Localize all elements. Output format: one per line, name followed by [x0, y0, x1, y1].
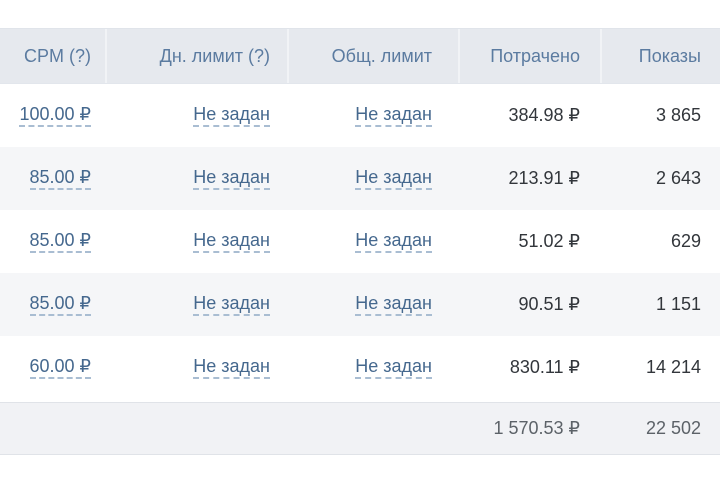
header-cell-total-limit: Общ. лимит [287, 29, 458, 83]
totals-spacer [105, 403, 287, 454]
table-row: 85.00 ₽ Не задан Не задан 51.02 ₽ 629 [0, 210, 720, 273]
daily-limit-link[interactable]: Не задан [193, 230, 270, 254]
total-spent-value: 1 570.53 ₽ [493, 418, 580, 438]
impressions-value: 2 643 [655, 168, 701, 188]
table-row: 85.00 ₽ Не задан Не задан 213.91 ₽ 2 643 [0, 147, 720, 210]
total-limit-link[interactable]: Не задан [355, 230, 432, 254]
daily-limit-link[interactable]: Не задан [193, 293, 270, 317]
header-cell-cpm[interactable]: CPM (?) [24, 45, 91, 66]
total-impressions-value: 22 502 [645, 418, 701, 438]
totals-row: 1 570.53 ₽ 22 502 [0, 402, 720, 455]
impressions-value: 1 151 [655, 294, 701, 314]
table-row: 60.00 ₽ Не задан Не задан 830.11 ₽ 14 21… [0, 336, 720, 399]
impressions-value: 3 865 [655, 105, 701, 125]
cpm-value-link[interactable]: 85.00 ₽ [29, 293, 91, 317]
total-limit-link[interactable]: Не задан [355, 356, 432, 380]
header-cell-daily-limit[interactable]: Дн. лимит (?) [105, 29, 287, 83]
table-row: 85.00 ₽ Не задан Не задан 90.51 ₽ 1 151 [0, 273, 720, 336]
daily-limit-link[interactable]: Не задан [193, 104, 270, 128]
total-limit-link[interactable]: Не задан [355, 167, 432, 191]
spent-value: 90.51 ₽ [518, 294, 581, 314]
daily-limit-link[interactable]: Не задан [193, 167, 270, 191]
spent-value: 830.11 ₽ [509, 357, 580, 377]
cpm-value-link[interactable]: 85.00 ₽ [29, 230, 91, 254]
totals-spacer [287, 403, 458, 454]
cpm-value-link[interactable]: 85.00 ₽ [29, 167, 91, 191]
totals-spacer [0, 403, 105, 454]
spent-value: 384.98 ₽ [508, 105, 580, 125]
table-header: CPM (?) Дн. лимит (?) Общ. лимит Потраче… [0, 28, 720, 84]
header-cell-impressions: Показы [600, 29, 720, 83]
total-limit-link[interactable]: Не задан [355, 104, 432, 128]
total-limit-link[interactable]: Не задан [355, 293, 432, 317]
cpm-value-link[interactable]: 60.00 ₽ [29, 356, 91, 380]
cpm-value-link[interactable]: 100.00 ₽ [19, 104, 91, 128]
spent-value: 51.02 ₽ [518, 231, 581, 251]
impressions-value: 629 [670, 231, 701, 251]
spent-value: 213.91 ₽ [508, 168, 580, 188]
table-row: 100.00 ₽ Не задан Не задан 384.98 ₽ 3 86… [0, 84, 720, 147]
impressions-value: 14 214 [645, 357, 701, 377]
ads-campaign-table: CPM (?) Дн. лимит (?) Общ. лимит Потраче… [0, 28, 720, 455]
daily-limit-link[interactable]: Не задан [193, 356, 270, 380]
header-cell-spent: Потрачено [458, 29, 600, 83]
